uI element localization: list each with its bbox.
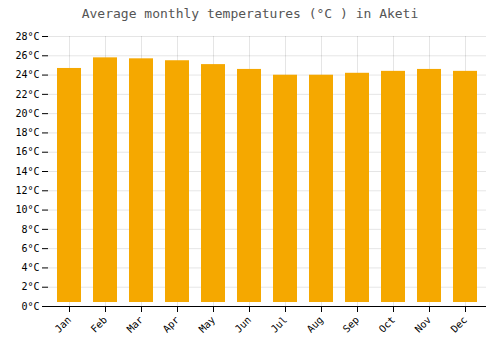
svg-text:2°C: 2°C bbox=[21, 281, 39, 292]
svg-text:Dec: Dec bbox=[449, 314, 470, 335]
svg-text:Jun: Jun bbox=[233, 314, 254, 335]
svg-text:26°C: 26°C bbox=[15, 50, 39, 61]
svg-text:8°C: 8°C bbox=[21, 224, 39, 235]
svg-text:28°C: 28°C bbox=[15, 31, 39, 42]
svg-text:0°C: 0°C bbox=[21, 301, 39, 312]
svg-text:14°C: 14°C bbox=[15, 166, 39, 177]
svg-text:10°C: 10°C bbox=[15, 204, 39, 215]
svg-text:Oct: Oct bbox=[377, 314, 398, 335]
svg-text:Apr: Apr bbox=[161, 314, 182, 335]
svg-text:Nov: Nov bbox=[413, 314, 434, 335]
svg-text:Sep: Sep bbox=[341, 314, 362, 335]
svg-text:Mar: Mar bbox=[125, 314, 146, 335]
svg-text:12°C: 12°C bbox=[15, 185, 39, 196]
html-text:Average monthly temperatures (: Average monthly temperatures (°C ) in Ak… bbox=[81, 6, 419, 21]
svg-text:20°C: 20°C bbox=[15, 108, 39, 119]
svg-text:4°C: 4°C bbox=[21, 262, 39, 273]
svg-text:6°C: 6°C bbox=[21, 243, 39, 254]
svg-text:Jul: Jul bbox=[269, 314, 290, 335]
svg-text:Aug: Aug bbox=[305, 314, 326, 335]
svg-text:16°C: 16°C bbox=[15, 146, 39, 157]
svg-text:24°C: 24°C bbox=[15, 69, 39, 80]
svg-text:18°C: 18°C bbox=[15, 127, 39, 138]
svg-text:22°C: 22°C bbox=[15, 89, 39, 100]
svg-text:May: May bbox=[197, 314, 218, 335]
svg-text:Feb: Feb bbox=[89, 314, 110, 335]
svg-text:Jan: Jan bbox=[53, 314, 74, 335]
